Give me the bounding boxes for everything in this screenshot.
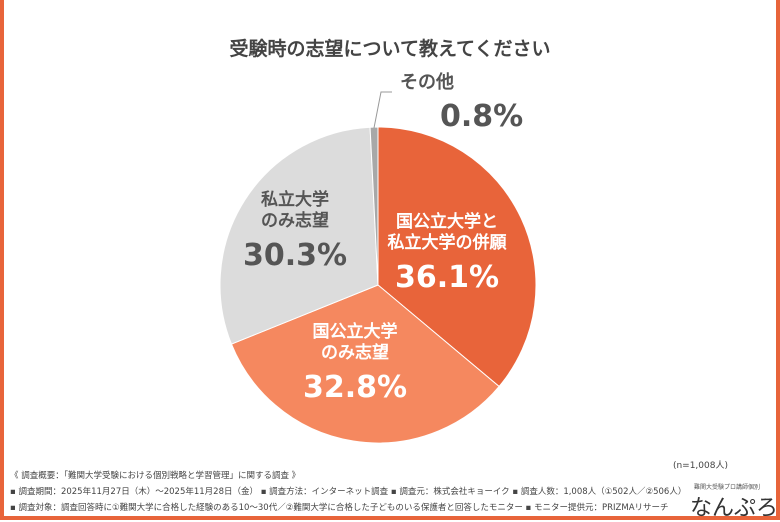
sample-size: (n=1,008人) [672, 461, 728, 471]
label-national-line1: 国公立大学 [312, 322, 398, 342]
note-line: ▪ 調査期間：2025年11月27日（木）～2025年11月28日（金） ▪ 調… [10, 487, 687, 497]
label-national: 国公立大学 のみ志望 32.8% [290, 322, 420, 406]
label-both: 国公立大学と 私立大学の併願 36.1% [372, 212, 522, 296]
label-national-line2: のみ志望 [321, 343, 389, 364]
slice-national [230, 284, 500, 444]
label-private: 私立大学 のみ志望 30.3% [240, 190, 350, 274]
label-both-value: 36.1% [394, 259, 500, 295]
label-private-line2: のみ志望 [261, 211, 329, 232]
note-line: 《 調査概要：「難関大学受験における個別戦略と学習管理」に関する調査 》 [10, 471, 301, 481]
label-both-line2: 私立大学の併願 [387, 233, 507, 254]
label-national-value: 32.8% [302, 369, 408, 405]
logo: なんぷろ [690, 496, 779, 521]
note-line: ▪ 調査対象：調査回答時に①難関大学に合格した経験のある10～30代／②難関大学… [10, 503, 669, 513]
leader-line-other [373, 91, 392, 129]
label-both-line1: 国公立大学と [396, 212, 498, 232]
label-private-value: 30.3% [242, 237, 348, 273]
chart-title: 受験時の志望について教えてください [229, 38, 551, 60]
slice-private [219, 126, 379, 345]
label-other-value: 0.8% [440, 99, 524, 134]
label-other-name: その他 [400, 72, 454, 93]
label-private-line1: 私立大学 [261, 190, 329, 210]
survey-notes: 《 調査概要：「難関大学受験における個別戦略と学習管理」に関する調査 》 ▪ 調… [10, 468, 686, 516]
slice-both [377, 126, 537, 388]
logo-tagline: 難関大受験プロ講師個別 [694, 484, 761, 491]
